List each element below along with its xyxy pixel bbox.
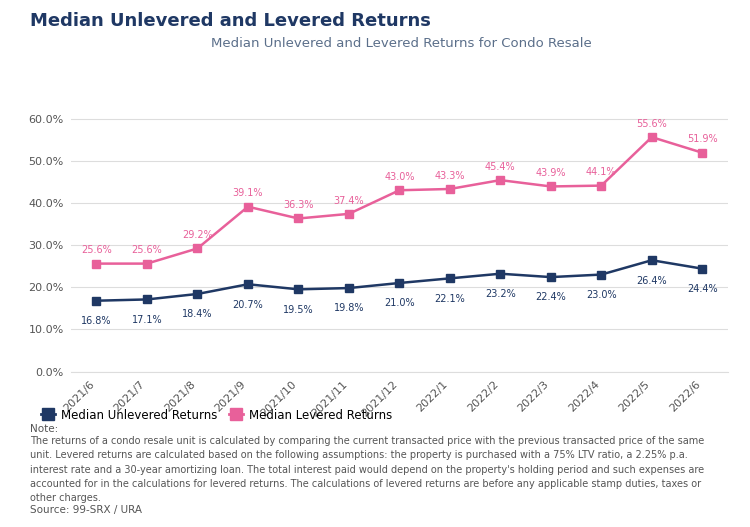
Text: 23.2%: 23.2% bbox=[485, 289, 516, 299]
Text: 43.9%: 43.9% bbox=[536, 168, 566, 178]
Text: 45.4%: 45.4% bbox=[485, 162, 516, 172]
Text: 23.0%: 23.0% bbox=[586, 290, 616, 300]
Text: 25.6%: 25.6% bbox=[81, 245, 112, 255]
Text: 43.0%: 43.0% bbox=[384, 172, 415, 182]
Text: 20.7%: 20.7% bbox=[232, 299, 263, 309]
Text: The returns of a condo resale unit is calculated by comparing the current transa: The returns of a condo resale unit is ca… bbox=[30, 436, 704, 503]
Text: 44.1%: 44.1% bbox=[586, 167, 616, 177]
Text: 43.3%: 43.3% bbox=[434, 171, 465, 181]
Text: Median Unlevered and Levered Returns for Condo Resale: Median Unlevered and Levered Returns for… bbox=[211, 37, 592, 50]
Text: 18.4%: 18.4% bbox=[182, 309, 213, 319]
Text: Note:: Note: bbox=[30, 424, 58, 434]
Text: 16.8%: 16.8% bbox=[81, 316, 112, 326]
Text: 55.6%: 55.6% bbox=[637, 119, 668, 129]
Text: 19.8%: 19.8% bbox=[334, 304, 364, 314]
Text: Source: 99-SRX / URA: Source: 99-SRX / URA bbox=[30, 505, 142, 515]
Text: 37.4%: 37.4% bbox=[334, 196, 364, 206]
Text: 29.2%: 29.2% bbox=[182, 230, 213, 240]
Text: 22.4%: 22.4% bbox=[536, 292, 566, 302]
Text: 25.6%: 25.6% bbox=[131, 245, 162, 255]
Text: 21.0%: 21.0% bbox=[384, 298, 415, 308]
Text: 22.1%: 22.1% bbox=[434, 294, 465, 304]
Text: 26.4%: 26.4% bbox=[637, 276, 667, 286]
Text: 17.1%: 17.1% bbox=[132, 315, 162, 325]
Text: 51.9%: 51.9% bbox=[687, 134, 718, 144]
Text: 36.3%: 36.3% bbox=[284, 200, 314, 210]
Text: 39.1%: 39.1% bbox=[232, 188, 263, 198]
Legend: Median Unlevered Returns, Median Levered Returns: Median Unlevered Returns, Median Levered… bbox=[36, 404, 397, 426]
Text: Median Unlevered and Levered Returns: Median Unlevered and Levered Returns bbox=[30, 12, 430, 30]
Text: 24.4%: 24.4% bbox=[687, 284, 718, 294]
Text: 19.5%: 19.5% bbox=[283, 305, 314, 315]
